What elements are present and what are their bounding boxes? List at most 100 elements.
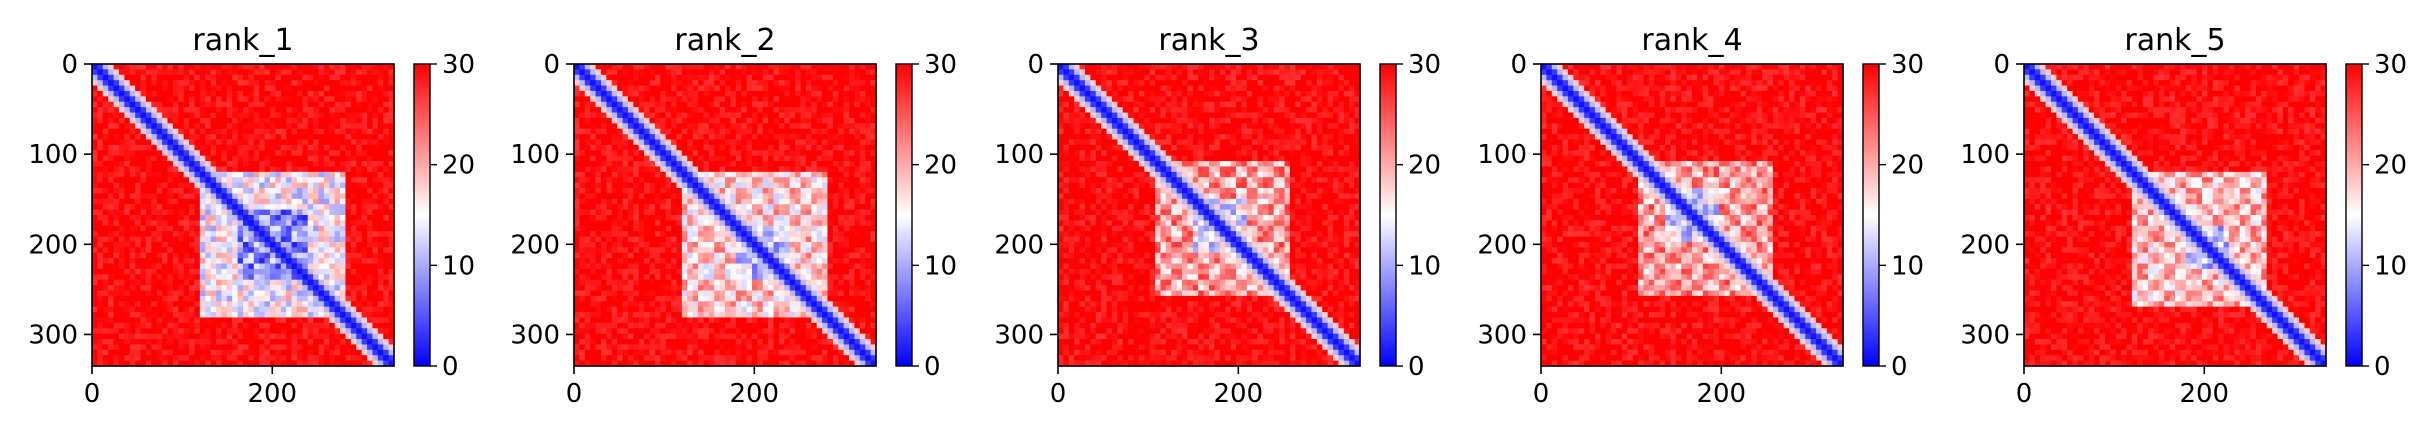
heatmap-cell: [173, 242, 179, 248]
heatmap-cell: [200, 102, 206, 108]
heatmap-cell: [633, 172, 639, 178]
heatmap-cell: [585, 69, 591, 75]
heatmap-cell: [108, 150, 114, 156]
heatmap-cell: [248, 344, 254, 350]
heatmap-cell: [822, 107, 828, 113]
heatmap-cell: [178, 339, 184, 345]
heatmap-cell: [184, 107, 190, 113]
heatmap-cell: [612, 237, 618, 243]
heatmap-cell: [623, 188, 629, 194]
heatmap-cell: [168, 253, 174, 259]
heatmap-cell: [103, 344, 109, 350]
heatmap-cell: [655, 172, 661, 178]
heatmap-cell: [141, 355, 147, 361]
heatmap-cell: [130, 226, 136, 232]
heatmap-cell: [579, 231, 585, 237]
heatmap-cell: [308, 80, 314, 86]
heatmap-cell: [124, 220, 130, 226]
heatmap-cell: [97, 291, 103, 297]
heatmap-cell: [200, 253, 206, 259]
heatmap-cell: [168, 285, 174, 291]
heatmap-cell: [141, 80, 147, 86]
heatmap-cell: [259, 177, 265, 183]
heatmap-cell: [362, 269, 368, 275]
heatmap-cell: [130, 296, 136, 302]
heatmap-cell: [151, 253, 157, 259]
heatmap-cell: [741, 80, 747, 86]
heatmap-cell: [227, 323, 233, 329]
heatmap-cell: [795, 183, 801, 189]
heatmap-cell: [827, 177, 833, 183]
heatmap-cell: [173, 247, 179, 253]
heatmap-cell: [617, 129, 623, 135]
heatmap-cell: [168, 226, 174, 232]
heatmap-cell: [194, 317, 200, 323]
heatmap-cell: [302, 145, 308, 151]
heatmap-cell: [644, 69, 650, 75]
heatmap-cell: [265, 156, 271, 162]
heatmap-cell: [383, 210, 389, 216]
heatmap-cell: [173, 64, 179, 70]
heatmap-cell: [666, 123, 672, 129]
heatmap-cell: [270, 75, 276, 81]
heatmap-cell: [270, 64, 276, 70]
heatmap-cell: [736, 145, 742, 151]
heatmap-cell: [340, 307, 346, 313]
heatmap-cell: [297, 123, 303, 129]
heatmap-cell: [324, 113, 330, 119]
heatmap-cell: [286, 113, 292, 119]
heatmap-cell: [232, 204, 238, 210]
heatmap-cell: [157, 215, 163, 221]
heatmap-cell: [655, 102, 661, 108]
heatmap-cell: [205, 231, 211, 237]
heatmap-cell: [367, 134, 373, 140]
heatmap-cell: [297, 291, 303, 297]
heatmap-cell: [747, 220, 753, 226]
heatmap-cell: [671, 145, 677, 151]
heatmap-cell: [340, 150, 346, 156]
heatmap-cell: [216, 80, 222, 86]
y-tick-label: 100: [28, 140, 78, 170]
heatmap-cell: [162, 193, 168, 199]
heatmap-cell: [124, 96, 130, 102]
heatmap-cell: [194, 193, 200, 199]
heatmap-cell: [168, 183, 174, 189]
heatmap-cell: [833, 145, 839, 151]
heatmap-cell: [335, 215, 341, 221]
heatmap-cell: [774, 188, 780, 194]
heatmap-cell: [801, 113, 807, 119]
heatmap-cell: [135, 91, 141, 97]
heatmap-cell: [119, 204, 125, 210]
heatmap-cell: [254, 69, 260, 75]
heatmap-cell: [157, 237, 163, 243]
heatmap-cell: [682, 199, 688, 205]
heatmap-cell: [124, 199, 130, 205]
heatmap-cell: [838, 64, 844, 70]
heatmap-cell: [833, 102, 839, 108]
heatmap-cell: [254, 91, 260, 97]
heatmap-cell: [741, 91, 747, 97]
heatmap-cell: [329, 296, 335, 302]
heatmap-cell: [682, 107, 688, 113]
heatmap-cell: [114, 166, 120, 172]
heatmap-cell: [833, 113, 839, 119]
heatmap-cell: [752, 150, 758, 156]
heatmap-cell: [693, 193, 699, 199]
heatmap-cell: [335, 118, 341, 124]
heatmap-cell: [319, 150, 325, 156]
heatmap-cell: [854, 199, 860, 205]
heatmap-cell: [817, 231, 823, 237]
heatmap-cell: [779, 199, 785, 205]
heatmap-cell: [205, 269, 211, 275]
heatmap-cell: [860, 145, 866, 151]
heatmap-cell: [822, 118, 828, 124]
heatmap-cell: [92, 312, 98, 318]
heatmap-cell: [275, 102, 281, 108]
heatmap-cell: [623, 204, 629, 210]
heatmap-cell: [114, 307, 120, 313]
heatmap-cell: [606, 237, 612, 243]
heatmap-cell: [795, 215, 801, 221]
heatmap-cell: [709, 123, 715, 129]
heatmap-cell: [612, 75, 618, 81]
heatmap-cell: [162, 91, 168, 97]
